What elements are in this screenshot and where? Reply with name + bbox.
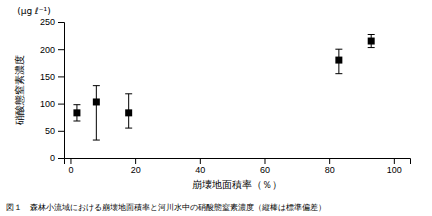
x-axis-tick-mark xyxy=(394,158,395,164)
point xyxy=(125,109,132,116)
y-axis-tick: 150 xyxy=(40,72,64,82)
y-axis-line xyxy=(58,23,65,159)
y-axis-tick-label: 50 xyxy=(45,126,55,136)
error-bar xyxy=(125,94,132,128)
y-axis-tick-mark xyxy=(58,49,64,50)
point xyxy=(368,38,375,45)
x-axis-tick: 40 xyxy=(195,158,205,175)
x-axis-tick: 80 xyxy=(325,158,335,175)
error-bar xyxy=(73,105,80,121)
y-axis-tick-label: 100 xyxy=(40,99,55,109)
error-bar xyxy=(93,86,100,140)
x-axis-tick-mark xyxy=(264,158,265,164)
y-axis-title: 硝酸態窒素濃度 xyxy=(14,55,25,126)
y-axis-tick-label: 250 xyxy=(40,17,55,27)
x-axis-tick: 100 xyxy=(387,158,402,175)
x-axis-tick-label: 0 xyxy=(68,165,73,175)
y-axis-tick-mark xyxy=(58,76,64,77)
x-axis: 0 20 40 60 80 100 xyxy=(65,158,411,175)
x-axis-tick-label: 80 xyxy=(325,165,335,175)
x-axis-tick: 60 xyxy=(260,158,270,175)
x-axis-line xyxy=(65,159,411,165)
x-axis-tick-label: 40 xyxy=(195,165,205,175)
point xyxy=(73,109,80,116)
point xyxy=(93,98,100,105)
x-axis-tick-label: 100 xyxy=(387,165,402,175)
y-axis-tick-label: 0 xyxy=(50,153,55,163)
y-axis-tick: 50 xyxy=(45,126,64,136)
x-axis-tick-mark xyxy=(70,158,71,164)
x-axis-tick-label: 20 xyxy=(131,165,141,175)
y-axis-unit: (μg ℓ⁻¹) xyxy=(17,6,50,16)
x-axis-tick-mark xyxy=(135,158,136,164)
error-bar xyxy=(368,35,375,48)
y-axis-tick: 200 xyxy=(40,45,64,55)
y-axis-tick: 100 xyxy=(40,99,64,109)
chart: 0 20 40 60 80 100 0 50 100 150 200 250 崩壊地面積率（％） 硝酸態窒… xyxy=(0,0,432,216)
x-axis-tick: 20 xyxy=(131,158,141,175)
y-axis-tick-mark xyxy=(58,131,64,132)
error-bar xyxy=(335,49,342,73)
x-axis-tick-label: 60 xyxy=(260,165,270,175)
caption: 図１ 森林小流域における崩壊地面積率と河川水中の硝酸態窒素濃度（縦棒は標準偏差） xyxy=(6,203,326,212)
y-axis-tick: 250 xyxy=(40,17,64,27)
y-axis-tick-label: 200 xyxy=(40,45,55,55)
y-axis: 0 50 100 150 200 250 xyxy=(40,17,65,163)
x-axis-tick-mark xyxy=(200,158,201,164)
y-axis-tick-label: 150 xyxy=(40,72,55,82)
plot: 0 20 40 60 80 100 0 50 100 150 200 250 崩壊地面積率（％） 硝酸態窒… xyxy=(14,6,411,190)
marks xyxy=(73,35,374,141)
y-axis-tick-mark xyxy=(58,22,64,23)
y-axis-tick-mark xyxy=(58,104,64,105)
x-axis-title: 崩壊地面積率（％） xyxy=(192,179,282,190)
point xyxy=(335,57,342,64)
x-axis-tick-mark xyxy=(329,158,330,164)
y-axis-tick: 0 xyxy=(50,153,64,163)
x-axis-tick: 0 xyxy=(68,158,73,175)
y-axis-tick-mark xyxy=(58,158,64,159)
